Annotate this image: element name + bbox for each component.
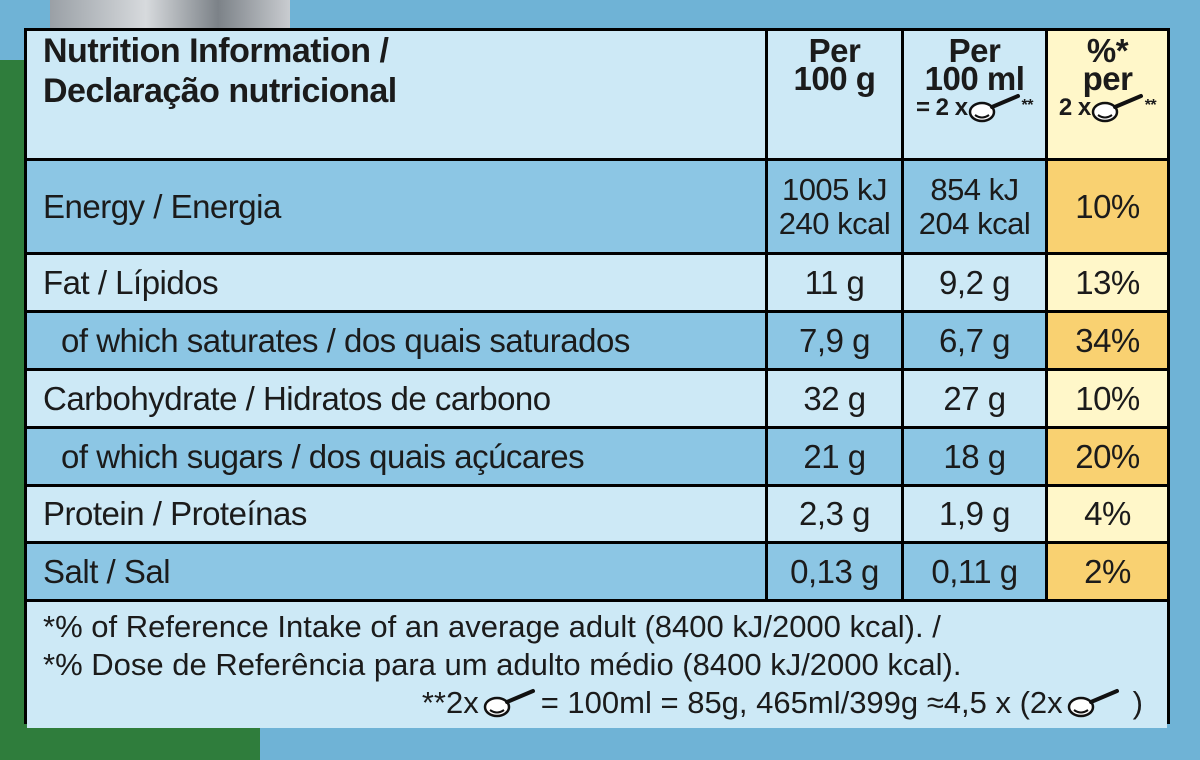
header-per-100ml-line3: = 2 x ** bbox=[916, 93, 1034, 123]
row-carbohydrate-per100g: 32 g bbox=[768, 371, 901, 426]
footnote-line1: *% of Reference Intake of an average adu… bbox=[43, 609, 941, 644]
row-carbohydrate-per100ml: 27 g bbox=[904, 371, 1045, 426]
header-per-100ml-suffix: ** bbox=[1021, 97, 1034, 114]
footnote-line3-prefix: **2x bbox=[421, 685, 479, 720]
footnote-line2: *% Dose de Referência para um adulto méd… bbox=[43, 647, 962, 682]
row-label-protein: Protein / Proteínas bbox=[27, 487, 765, 541]
energy-per100g-kcal: 240 kcal bbox=[778, 205, 891, 241]
row-fat-per100g: 11 g bbox=[768, 255, 901, 310]
header-pct: %* per 2 x ** bbox=[1048, 31, 1167, 158]
energy-per100ml-kcal: 204 kcal bbox=[918, 205, 1031, 241]
footnote-line3: **2x = 100ml = 85g, 465ml/399g ≈4,5 x (2… bbox=[43, 684, 1151, 722]
header-per-100g: Per 100 g bbox=[768, 31, 901, 158]
table-title: Nutrition Information / Declaração nutri… bbox=[27, 31, 765, 158]
row-saturates-per100g: 7,9 g bbox=[768, 313, 901, 368]
header-per-100ml-line2: 100 ml bbox=[924, 60, 1025, 97]
header-per-100ml: Per 100 ml = 2 x ** bbox=[904, 31, 1045, 158]
row-label-carbohydrate: Carbohydrate / Hidratos de carbono bbox=[27, 371, 765, 426]
header-per-100g-line2: 100 g bbox=[793, 60, 876, 97]
row-fat-pct: 13% bbox=[1048, 255, 1167, 310]
title-line2: Declaração nutricional bbox=[43, 72, 397, 110]
row-sugars-per100g: 21 g bbox=[768, 429, 901, 484]
row-energy-pct: 10% bbox=[1048, 161, 1167, 252]
row-salt-per100ml: 0,11 g bbox=[904, 544, 1045, 599]
row-protein-per100g: 2,3 g bbox=[768, 487, 901, 541]
header-pct-line1: %* bbox=[1086, 32, 1129, 69]
title-line1: Nutrition Information / bbox=[43, 32, 389, 70]
row-label-energy: Energy / Energia bbox=[27, 161, 765, 252]
row-salt-per100g: 0,13 g bbox=[768, 544, 901, 599]
footnote-line3-middle: = 100ml = 85g, 465ml/399g ≈4,5 x (2x bbox=[540, 685, 1063, 720]
ladle-scoop-icon bbox=[1067, 689, 1119, 718]
footnote-line3-suffix: ) bbox=[1132, 685, 1143, 720]
header-pct-eq: 2 x bbox=[1058, 94, 1091, 121]
nutrition-table: Nutrition Information / Declaração nutri… bbox=[24, 28, 1170, 728]
row-sugars-per100ml: 18 g bbox=[904, 429, 1045, 484]
energy-per100ml-kj: 854 kJ bbox=[930, 171, 1019, 207]
row-label-fat: Fat / Lípidos bbox=[27, 255, 765, 310]
energy-per100g-kj: 1005 kJ bbox=[781, 171, 888, 207]
row-protein-pct: 4% bbox=[1048, 487, 1167, 541]
ladle-scoop-icon bbox=[1091, 94, 1143, 123]
row-protein-per100ml: 1,9 g bbox=[904, 487, 1045, 541]
header-per-100g-line1: Per bbox=[808, 32, 861, 69]
row-energy-per100g: 1005 kJ 240 kcal bbox=[768, 161, 901, 252]
row-sugars-pct: 20% bbox=[1048, 429, 1167, 484]
row-energy-per100ml: 854 kJ 204 kcal bbox=[904, 161, 1045, 252]
ladle-scoop-icon bbox=[483, 689, 535, 718]
row-label-salt: Salt / Sal bbox=[27, 544, 765, 599]
row-fat-per100ml: 9,2 g bbox=[904, 255, 1045, 310]
header-per-100ml-line1: Per bbox=[948, 32, 1001, 69]
header-per-100ml-eq: = 2 x bbox=[916, 94, 968, 121]
row-saturates-pct: 34% bbox=[1048, 313, 1167, 368]
header-pct-line2: per bbox=[1082, 60, 1133, 97]
row-label-sugars: of which sugars / dos quais açúcares bbox=[27, 429, 765, 484]
row-salt-pct: 2% bbox=[1048, 544, 1167, 599]
header-pct-suffix: ** bbox=[1144, 97, 1157, 114]
footnote: *% of Reference Intake of an average adu… bbox=[27, 602, 1167, 728]
ladle-scoop-icon bbox=[968, 94, 1020, 123]
row-carbohydrate-pct: 10% bbox=[1048, 371, 1167, 426]
background-photo bbox=[50, 0, 290, 30]
header-pct-line3: 2 x ** bbox=[1058, 93, 1157, 123]
row-label-saturates: of which saturates / dos quais saturados bbox=[27, 313, 765, 368]
row-saturates-per100ml: 6,7 g bbox=[904, 313, 1045, 368]
